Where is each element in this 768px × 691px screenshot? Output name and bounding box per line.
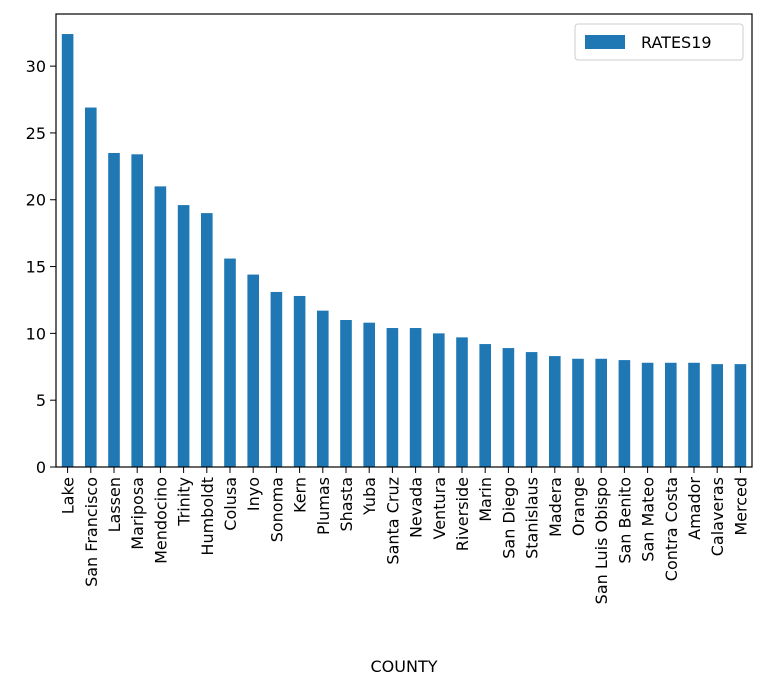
x-axis-ticks: Lake San Francisco Lassen Mariposa Mendocino… — [59, 467, 750, 604]
x-tick-label: Kern — [291, 477, 310, 513]
x-tick-label: Amador — [685, 477, 704, 540]
legend: RATES19 — [574, 23, 744, 61]
bar-shasta — [340, 320, 352, 467]
x-tick-label: Colusa — [221, 477, 240, 531]
legend-box — [574, 23, 744, 61]
y-tick-label: 30 — [26, 57, 46, 76]
x-tick-label: Mendocino — [151, 477, 170, 564]
x-tick-label: Humboldt — [198, 477, 217, 556]
legend-swatch — [585, 35, 625, 49]
legend-label: RATES19 — [641, 33, 712, 52]
bar-mendocino — [154, 186, 167, 467]
bar-calaveras — [711, 364, 723, 467]
x-tick-label: Madera — [546, 477, 565, 537]
y-tick-label: 15 — [26, 258, 46, 277]
y-tick-label: 10 — [26, 324, 46, 343]
x-tick-label: San Francisco — [82, 477, 101, 587]
bar-inyo — [247, 274, 259, 467]
bar-lassen — [108, 152, 120, 467]
x-tick-label: Stanislaus — [523, 477, 542, 559]
x-tick-label: San Benito — [615, 477, 634, 564]
y-tick-label: 25 — [26, 124, 46, 143]
bar-mariposa — [131, 154, 143, 467]
bar-nevada — [409, 328, 422, 467]
x-tick-label: Yuba — [360, 477, 379, 516]
bar-colusa — [224, 258, 236, 467]
x-tick-label: Trinity — [175, 477, 194, 527]
bar-san-luis-obispo — [595, 358, 607, 467]
bar-merced — [734, 364, 747, 467]
x-tick-label: San Mateo — [639, 477, 658, 562]
bar-marin — [479, 344, 491, 467]
bar-kern — [293, 295, 306, 467]
bar-san-mateo — [641, 362, 654, 467]
bar-santa-cruz — [386, 328, 399, 467]
x-tick-label: Marin — [476, 477, 495, 522]
x-tick-label: Mariposa — [128, 477, 147, 550]
x-tick-label: Santa Cruz — [383, 477, 402, 565]
bar-sonoma — [270, 291, 283, 467]
bar-yuba — [363, 322, 375, 467]
bar-san-benito — [618, 360, 631, 467]
x-tick-label: Inyo — [244, 477, 263, 511]
bar-trinity — [177, 205, 190, 467]
x-tick-label: Calaveras — [708, 477, 727, 556]
x-tick-label: Merced — [731, 477, 750, 536]
bar-madera — [549, 356, 561, 467]
bars-group — [61, 34, 747, 467]
bar-humboldt — [201, 213, 213, 467]
x-tick-label: Plumas — [314, 477, 333, 535]
x-tick-label: Shasta — [337, 477, 356, 532]
plot-frame — [55, 13, 753, 468]
bar-san-francisco — [85, 107, 97, 467]
y-tick-label: 20 — [26, 191, 46, 210]
bar-amador — [688, 362, 700, 467]
x-tick-label: Ventura — [430, 477, 449, 539]
bar-stanislaus — [525, 352, 538, 467]
x-tick-label: Lassen — [105, 477, 124, 532]
x-tick-label: Lake — [59, 477, 78, 514]
y-tick-label: 0 — [36, 458, 46, 477]
x-tick-label: Nevada — [407, 477, 426, 538]
bar-plumas — [317, 310, 329, 467]
bar-san-diego — [502, 348, 515, 467]
x-tick-label: Riverside — [453, 477, 472, 551]
bar-ventura — [433, 333, 445, 467]
y-tick-label: 5 — [36, 391, 46, 410]
x-tick-label: Orange — [569, 477, 588, 536]
bar-contra-costa — [665, 362, 677, 467]
x-axis-title: COUNTY — [371, 657, 438, 676]
x-tick-label: San Diego — [499, 477, 518, 559]
bar-lake — [61, 34, 74, 467]
y-axis-ticks: 0 5 10 15 20 25 30 — [26, 57, 56, 477]
bar-orange — [572, 358, 584, 467]
x-tick-label: Sonoma — [267, 477, 286, 542]
x-tick-label: Contra Costa — [662, 477, 681, 581]
bar-riverside — [456, 337, 468, 467]
x-tick-label: San Luis Obispo — [592, 477, 611, 604]
